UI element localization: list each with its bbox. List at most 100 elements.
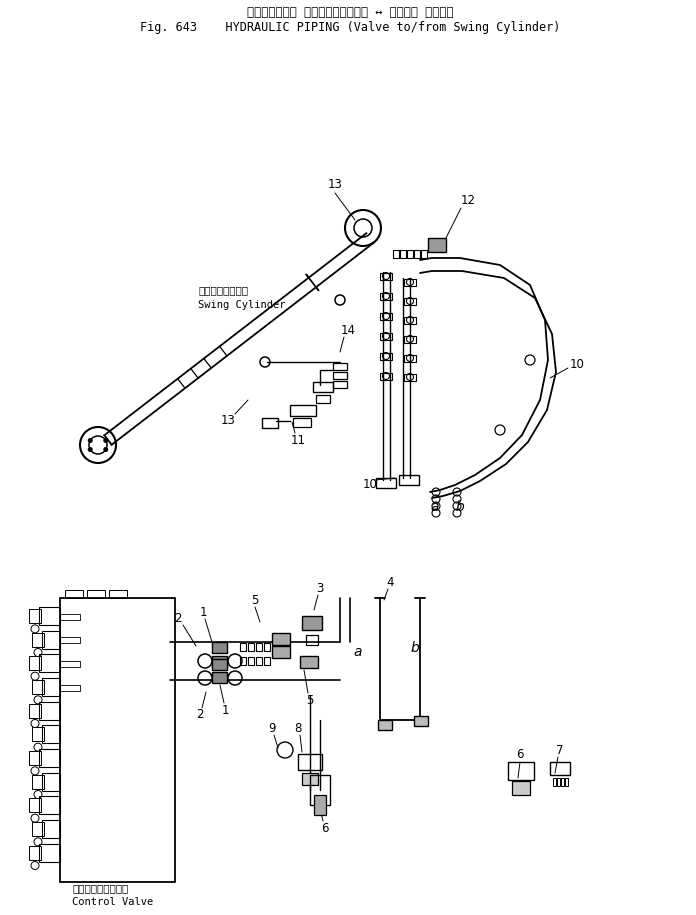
Bar: [29, 704, 41, 717]
Bar: [376, 478, 396, 488]
Circle shape: [88, 438, 92, 443]
Bar: [240, 643, 246, 651]
Text: b: b: [411, 641, 420, 655]
Bar: [212, 672, 227, 683]
Bar: [60, 614, 80, 619]
Bar: [512, 781, 530, 795]
Bar: [42, 820, 60, 838]
Bar: [380, 353, 392, 360]
Text: 12: 12: [461, 193, 475, 207]
Text: 4: 4: [386, 576, 394, 588]
Bar: [428, 238, 446, 252]
Bar: [42, 678, 60, 695]
Circle shape: [104, 447, 108, 451]
Bar: [290, 405, 316, 416]
Bar: [306, 635, 318, 645]
Bar: [39, 654, 60, 673]
Bar: [248, 643, 254, 651]
Bar: [32, 774, 44, 789]
Bar: [32, 680, 44, 694]
Bar: [314, 795, 326, 815]
Text: 13: 13: [328, 178, 342, 191]
Bar: [421, 250, 427, 258]
Bar: [380, 373, 392, 380]
Bar: [557, 778, 560, 786]
Text: 5: 5: [306, 694, 314, 706]
Bar: [29, 751, 41, 765]
Bar: [29, 656, 41, 670]
Bar: [212, 642, 227, 653]
Text: 5: 5: [251, 594, 259, 607]
Bar: [298, 754, 322, 770]
Text: コントロールバルブ: コントロールバルブ: [72, 883, 128, 893]
Text: ハイドロリック パイピング　バルブ ↔ スイング シリンダ: ハイドロリック パイピング バルブ ↔ スイング シリンダ: [246, 5, 453, 18]
Bar: [316, 395, 330, 403]
Bar: [393, 250, 399, 258]
Bar: [561, 778, 564, 786]
Bar: [39, 748, 60, 767]
Bar: [399, 475, 419, 485]
Text: スイングシリンダ: スイングシリンダ: [198, 285, 248, 295]
Bar: [333, 372, 347, 379]
Bar: [32, 822, 44, 835]
Bar: [380, 293, 392, 300]
Text: 14: 14: [340, 324, 356, 337]
Bar: [310, 775, 330, 805]
Bar: [42, 772, 60, 791]
Text: 7: 7: [556, 744, 564, 757]
Text: 2: 2: [174, 611, 182, 625]
Text: a: a: [431, 500, 439, 514]
Bar: [272, 633, 290, 645]
Text: b: b: [456, 500, 464, 514]
Bar: [60, 684, 80, 691]
Text: 10: 10: [363, 479, 377, 491]
Text: 2: 2: [196, 708, 204, 722]
Bar: [29, 608, 41, 623]
Bar: [248, 657, 254, 665]
Bar: [404, 279, 416, 286]
Bar: [400, 250, 406, 258]
Bar: [404, 355, 416, 362]
Bar: [380, 333, 392, 340]
Bar: [39, 702, 60, 719]
Bar: [32, 632, 44, 647]
Text: 11: 11: [290, 434, 306, 447]
Bar: [333, 363, 347, 370]
Bar: [264, 657, 270, 665]
Bar: [293, 418, 311, 427]
Text: 9: 9: [268, 722, 276, 735]
Bar: [553, 778, 556, 786]
Bar: [404, 336, 416, 343]
Bar: [333, 381, 347, 388]
Bar: [65, 590, 83, 598]
Bar: [380, 273, 392, 280]
Bar: [262, 418, 278, 428]
Bar: [380, 313, 392, 320]
Bar: [29, 798, 41, 813]
Bar: [60, 638, 80, 643]
Bar: [565, 778, 568, 786]
Bar: [42, 630, 60, 649]
Bar: [300, 656, 318, 668]
Text: Control Valve: Control Valve: [72, 897, 153, 907]
Bar: [550, 762, 570, 775]
Bar: [264, 643, 270, 651]
Text: 1: 1: [221, 704, 229, 716]
Text: 6: 6: [322, 822, 329, 834]
Text: a: a: [354, 645, 362, 659]
Bar: [256, 643, 262, 651]
Bar: [404, 374, 416, 381]
Text: Swing Cylinder: Swing Cylinder: [198, 300, 285, 310]
Bar: [256, 657, 262, 665]
Bar: [378, 720, 392, 730]
Bar: [302, 773, 318, 785]
Bar: [109, 590, 127, 598]
Bar: [212, 659, 227, 670]
Bar: [39, 844, 60, 862]
Bar: [404, 317, 416, 324]
Bar: [60, 661, 80, 667]
Text: 3: 3: [316, 582, 324, 595]
Bar: [42, 726, 60, 743]
Bar: [414, 716, 428, 726]
Bar: [212, 656, 227, 667]
